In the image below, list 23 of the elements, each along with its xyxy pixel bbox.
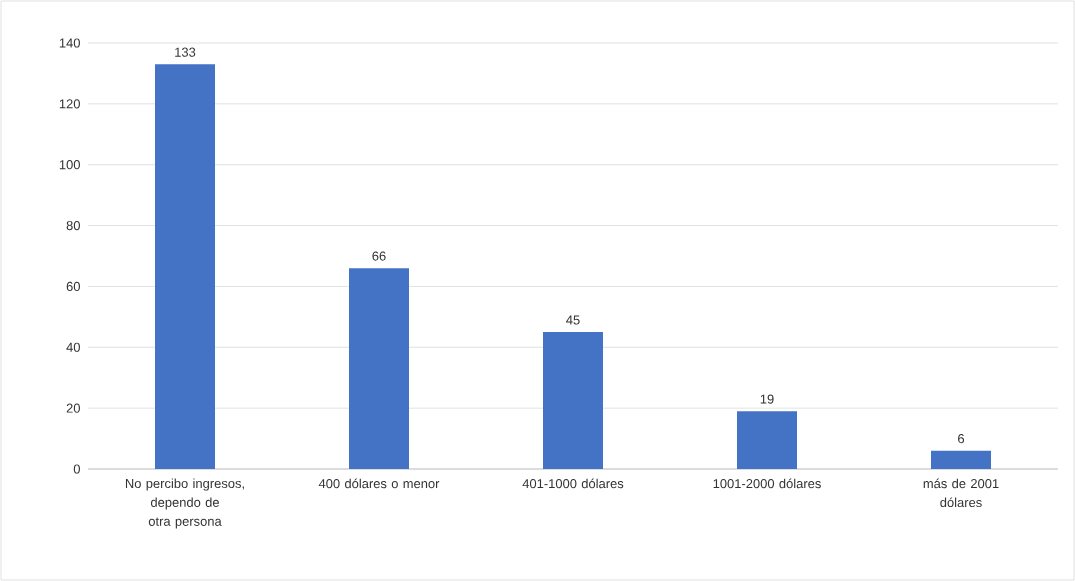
x-tick-label: No percibo ingresos, dependo de otra persona (125, 478, 244, 529)
y-tick-label: 140 (59, 38, 80, 48)
data-label: 45 (566, 315, 580, 325)
y-tick-label: 120 (59, 99, 80, 109)
x-tick-label: 401-1000 dólares (522, 478, 624, 489)
y-tick-label: 40 (66, 342, 80, 352)
y-tick-label: 80 (66, 220, 80, 231)
data-label: 6 (958, 434, 965, 444)
bar (931, 450, 992, 469)
bar (543, 332, 603, 469)
data-label: 133 (175, 47, 196, 57)
x-tick-label: más de 2001 dólares (923, 478, 999, 508)
x-tick-label: 1001-2000 dólares (713, 478, 821, 489)
bar (737, 411, 798, 469)
y-tick-label: 20 (66, 403, 80, 413)
bar (155, 64, 215, 469)
bar (349, 268, 409, 469)
y-tick-label: 0 (73, 464, 80, 474)
y-tick-label: 100 (59, 160, 80, 170)
y-tick-label: 60 (66, 281, 80, 292)
data-label: 66 (372, 251, 386, 261)
data-label: 19 (760, 394, 774, 404)
x-tick-label: 400 dólares o menor (318, 478, 440, 489)
